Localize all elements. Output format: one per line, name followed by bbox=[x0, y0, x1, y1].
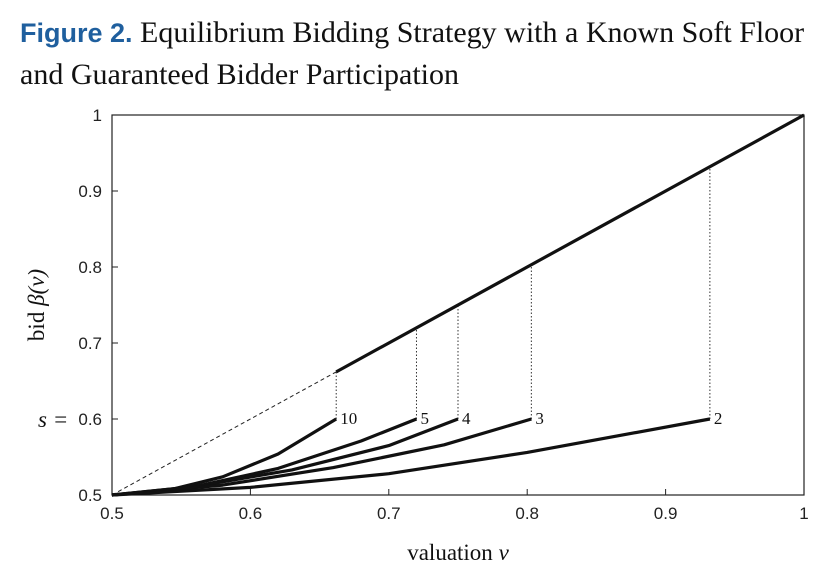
x-ticks: 0.5 0.6 0.7 0.8 0.9 1 bbox=[100, 489, 809, 523]
plot-frame bbox=[111, 114, 805, 496]
diagonal-solid-line bbox=[335, 113, 805, 374]
y-axis-label-text: bid bbox=[24, 306, 49, 341]
y-axis-label: bid β(v) bbox=[24, 269, 49, 341]
figure-label: Figure 2. bbox=[20, 18, 133, 48]
y-tick-label: 0.7 bbox=[78, 334, 102, 353]
bid-curve-n3 bbox=[111, 417, 532, 497]
cutoff-drop-lines bbox=[335, 166, 711, 419]
y-tick-label: 0.5 bbox=[78, 486, 102, 505]
x-tick-label: 0.6 bbox=[239, 504, 263, 523]
x-tick-label: 1 bbox=[799, 504, 808, 523]
y-tick-label: 0.8 bbox=[78, 258, 102, 277]
soft-floor-label: s = bbox=[38, 407, 68, 432]
x-axis-label-text: valuation bbox=[407, 540, 498, 565]
y-axis-label-var: β(v) bbox=[24, 269, 49, 307]
y-tick-label: 0.6 bbox=[78, 410, 102, 429]
y-tick-label: 0.9 bbox=[78, 182, 102, 201]
curve-label-n10: 10 bbox=[340, 409, 357, 428]
x-tick-label: 0.8 bbox=[515, 504, 539, 523]
curve-label-n3: 3 bbox=[535, 409, 544, 428]
y-tick-label: 1 bbox=[93, 106, 102, 125]
curve-label-n2: 2 bbox=[714, 409, 723, 428]
curve-labels: 10 5 4 3 2 bbox=[340, 409, 722, 428]
figure-title-text: Equilibrium Bidding Strategy with a Know… bbox=[20, 16, 805, 91]
bid-curve-n5 bbox=[111, 417, 418, 497]
curve-label-n4: 4 bbox=[462, 409, 471, 428]
bid-curve-n2 bbox=[111, 417, 711, 497]
diagonal-line-group bbox=[111, 113, 805, 496]
curve-label-n5: 5 bbox=[420, 409, 429, 428]
x-axis-label-var: v bbox=[499, 540, 510, 565]
x-axis-label: valuation v bbox=[407, 540, 509, 565]
x-tick-label: 0.9 bbox=[654, 504, 678, 523]
x-tick-label: 0.5 bbox=[100, 504, 124, 523]
y-ticks: 0.5 0.6 0.7 0.8 0.9 1 bbox=[78, 106, 118, 505]
diagonal-dashed-line bbox=[111, 371, 337, 496]
figure-title: Figure 2. Equilibrium Bidding Strategy w… bbox=[20, 12, 810, 95]
x-tick-label: 0.7 bbox=[377, 504, 401, 523]
bid-curves bbox=[111, 417, 711, 497]
